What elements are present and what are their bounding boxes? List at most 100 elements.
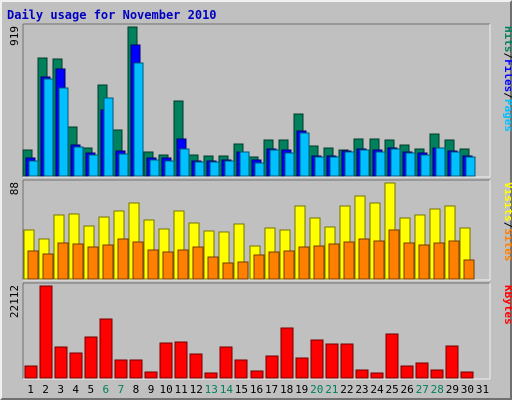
panel-visits-sites: 88 [8,179,491,281]
bar-sites-day-7 [117,238,129,280]
bar-pages-day-6 [103,97,114,177]
bar-pages-day-3 [58,87,69,177]
bar-sites-day-9 [147,249,159,280]
bar-pages-day-19 [299,132,310,177]
legend-item-files: Files [502,59,512,92]
x-tick-label: 3 [57,383,64,396]
bar-pages-day-26 [405,152,416,177]
legend-separator: / [502,222,512,229]
bar-kbytes-day-17 [265,355,279,379]
x-tick-label: 10 [159,383,172,396]
bar-sites-day-6 [102,244,114,280]
bar-sites-day-25 [388,229,400,280]
bar-pages-day-30 [465,156,476,177]
bar-kbytes-day-26 [400,365,414,379]
x-tick-label: 31 [476,383,489,396]
bar-kbytes-day-3 [54,346,68,379]
bar-kbytes-day-18 [280,327,294,379]
bar-sites-day-3 [57,242,69,280]
bar-pages-day-15 [239,151,250,177]
bar-kbytes-day-27 [415,362,429,379]
bar-pages-day-21 [329,156,340,177]
bar-kbytes-day-29 [445,345,459,379]
legend-item-kbytes: KBytes [502,285,512,325]
bar-sites-day-4 [72,243,84,280]
x-tick-label: 25 [385,383,398,396]
bar-sites-day-11 [177,249,189,280]
bar-sites-day-14 [222,262,234,280]
x-tick-label: 22 [340,383,353,396]
x-tick-label: 8 [133,383,140,396]
bar-pages-day-4 [73,146,84,177]
x-tick-label: 14 [220,383,234,396]
bar-sites-day-1 [27,250,39,280]
bar-sites-day-10 [162,251,174,280]
bar-pages-day-23 [359,149,370,177]
bar-sites-day-26 [403,242,415,280]
x-tick-label: 15 [235,383,248,396]
bar-sites-day-21 [328,243,340,280]
bar-pages-day-13 [209,161,220,177]
bar-kbytes-day-6 [99,318,113,379]
x-tick-label: 9 [148,383,155,396]
bar-sites-day-20 [313,245,325,280]
x-tick-label: 1 [27,383,34,396]
x-tick-label: 18 [280,383,293,396]
x-tick-label: 30 [461,383,474,396]
bar-kbytes-day-25 [385,333,399,379]
bar-kbytes-day-10 [159,342,173,379]
bar-sites-day-17 [268,251,280,280]
bar-sites-day-13 [207,256,219,280]
bar-pages-day-24 [375,151,386,177]
bar-pages-day-20 [314,156,325,177]
bar-sites-day-19 [298,246,310,280]
bar-pages-day-8 [133,62,144,177]
x-tick-label: 27 [416,383,429,396]
x-tick-label: 4 [72,383,79,396]
bar-sites-day-8 [132,241,144,280]
panel-max-label: 919 [8,26,21,46]
bar-kbytes-day-2 [39,285,53,379]
bar-sites-day-27 [418,244,430,280]
legend-item-visits: Visits [502,182,512,222]
bar-pages-day-28 [435,147,446,177]
bar-pages-day-11 [179,148,190,177]
x-tick-label: 12 [190,383,203,396]
x-tick-label: 20 [310,383,323,396]
bar-pages-day-16 [254,162,265,177]
bar-sites-day-22 [343,241,355,280]
x-tick-label: 29 [446,383,459,396]
x-tick-label: 13 [205,383,218,396]
x-tick-label: 28 [431,383,444,396]
bar-kbytes-day-24 [370,372,384,379]
bar-kbytes-day-5 [84,336,98,379]
panel-max-label: 22112 [8,285,21,318]
bar-pages-day-12 [194,161,205,177]
bar-sites-day-23 [358,238,370,280]
x-tick-label: 5 [87,383,94,396]
bar-kbytes-day-23 [355,369,369,379]
bar-kbytes-day-11 [174,341,188,379]
bar-kbytes-day-28 [430,369,444,379]
bar-pages-day-27 [420,154,431,177]
bar-sites-day-15 [237,261,249,280]
bar-sites-day-2 [42,253,54,280]
bar-kbytes-day-4 [69,352,83,379]
bar-kbytes-day-14 [219,346,233,379]
bar-sites-day-29 [448,240,460,280]
bar-pages-day-29 [450,151,461,177]
chart-title: Daily usage for November 2010 [7,8,217,22]
x-tick-label: 2 [42,383,49,396]
x-tick-label: 23 [355,383,368,396]
legend-separator: / [502,53,512,60]
bar-pages-day-14 [224,160,235,177]
x-tick-label: 26 [401,383,414,396]
bar-kbytes-day-20 [310,339,324,379]
bar-sites-day-16 [253,254,265,280]
bar-kbytes-day-21 [325,343,339,379]
bar-pages-day-1 [28,160,39,177]
panel-kbytes: 22112 [8,282,491,380]
bar-pages-day-2 [43,78,54,177]
x-tick-label: 6 [103,383,110,396]
